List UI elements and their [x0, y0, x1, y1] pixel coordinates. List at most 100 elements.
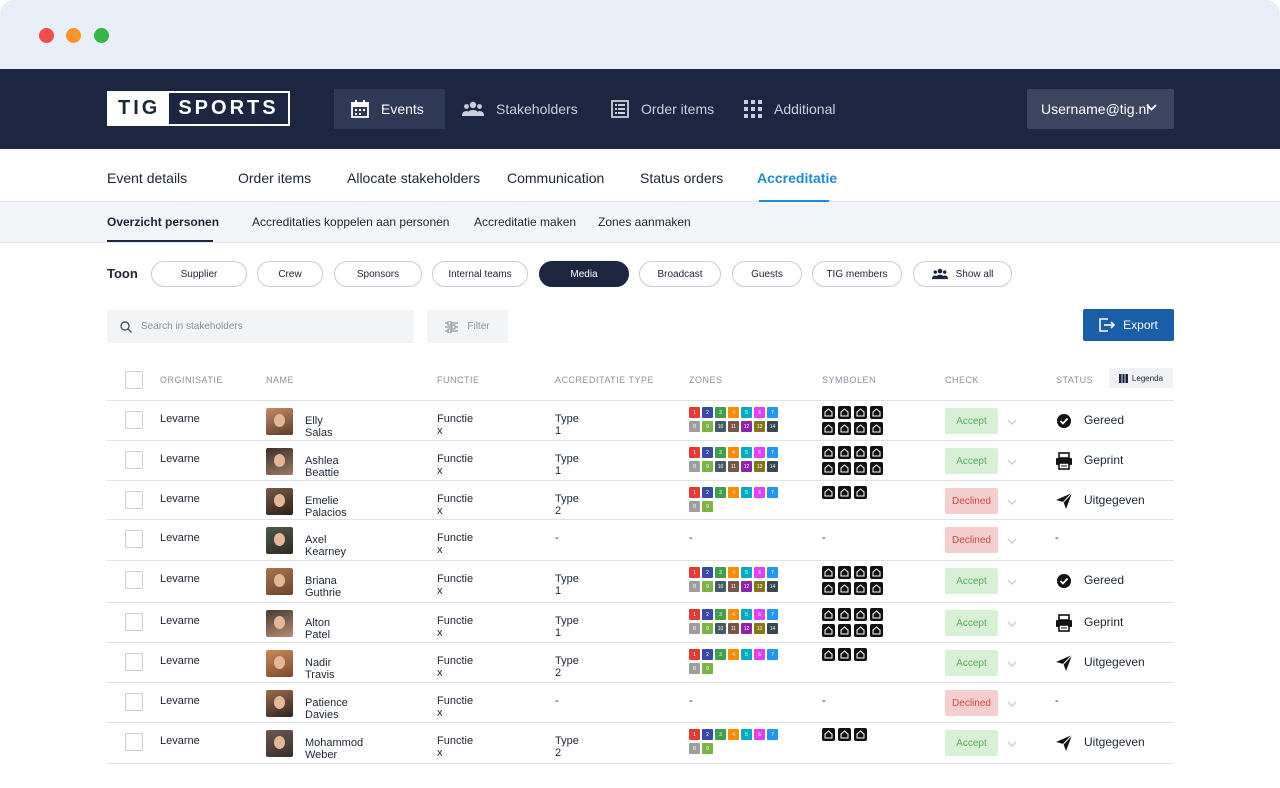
- filter-label: Toon: [107, 266, 138, 281]
- tab-accreditatie[interactable]: Accreditatie: [757, 170, 838, 186]
- declined-badge[interactable]: Declined: [945, 527, 998, 553]
- window-maximize-dot[interactable]: [94, 28, 109, 43]
- zone-badge: 2: [702, 447, 713, 458]
- top-navigation-bar: TIG SPORTS Events Stakeholders Order ite…: [0, 69, 1280, 149]
- chevron-down-icon[interactable]: [1006, 617, 1018, 635]
- declined-badge[interactable]: Declined: [945, 690, 998, 716]
- cell-functie: Functie x: [437, 735, 474, 759]
- cell-name[interactable]: Axel Kearney: [305, 534, 346, 558]
- accept-badge[interactable]: Accept: [945, 610, 998, 636]
- cell-name[interactable]: Nadir Travis: [305, 657, 335, 681]
- zone-badge: 5: [741, 487, 752, 498]
- legenda-button[interactable]: Legenda: [1109, 368, 1173, 388]
- row-checkbox[interactable]: [125, 451, 143, 469]
- filter-pill-tig-members[interactable]: TIG members: [812, 261, 902, 287]
- cell-name[interactable]: Emelie Palacios: [305, 495, 347, 519]
- nav-stakeholders-label: Stakeholders: [496, 101, 578, 117]
- cell-name[interactable]: Elly Salas: [305, 415, 333, 439]
- row-checkbox[interactable]: [125, 571, 143, 589]
- search-input[interactable]: Search in stakeholders: [107, 310, 414, 343]
- chevron-down-icon[interactable]: [1006, 534, 1018, 552]
- avatar-face: [274, 736, 285, 749]
- filter-pill-show-all[interactable]: Show all: [913, 261, 1012, 287]
- user-menu-button[interactable]: Username@tig.nl: [1027, 89, 1174, 129]
- cell-name[interactable]: Patience Davies: [305, 697, 348, 721]
- filter-pill-guests[interactable]: Guests: [732, 261, 802, 287]
- row-checkbox[interactable]: [125, 653, 143, 671]
- row-checkbox[interactable]: [125, 411, 143, 429]
- header-check[interactable]: CHECK: [945, 375, 980, 385]
- select-all-checkbox[interactable]: [125, 371, 143, 389]
- tab-communication[interactable]: Communication: [507, 170, 605, 186]
- header-name[interactable]: NAME: [266, 375, 295, 385]
- tab-status-orders[interactable]: Status orders: [640, 170, 724, 186]
- header-zones[interactable]: ZONES: [689, 375, 723, 385]
- subtab-zones-aanmaken[interactable]: Zones aanmaken: [598, 215, 691, 229]
- row-checkbox[interactable]: [125, 530, 143, 548]
- header-organisatie[interactable]: ORGINISATIE: [160, 375, 223, 385]
- subtab-overzicht-personen[interactable]: Overzicht personen: [107, 215, 220, 229]
- header-accreditatie-type[interactable]: ACCREDITATIE TYPE: [555, 375, 655, 385]
- chevron-down-icon[interactable]: [1006, 455, 1018, 473]
- filter-pill-internal-teams[interactable]: Internal teams: [432, 261, 528, 287]
- filter-pill-sponsors[interactable]: Sponsors: [334, 261, 422, 287]
- accept-badge[interactable]: Accept: [945, 448, 998, 474]
- zone-badge: 5: [741, 447, 752, 458]
- header-symbolen[interactable]: SYMBOLEN: [822, 375, 877, 385]
- row-checkbox[interactable]: [125, 693, 143, 711]
- subtab-accreditatie-maken[interactable]: Accreditatie maken: [474, 215, 577, 229]
- avatar-face: [274, 454, 285, 467]
- tab-event-details[interactable]: Event details: [107, 170, 188, 186]
- nav-order-items[interactable]: Order items: [611, 89, 714, 129]
- symbol-icon: [822, 624, 835, 637]
- chevron-down-icon[interactable]: [1006, 575, 1018, 593]
- row-divider: [107, 480, 1174, 481]
- filter-pill-media[interactable]: Media: [539, 261, 629, 287]
- row-checkbox[interactable]: [125, 491, 143, 509]
- tab-allocate-stakeholders[interactable]: Allocate stakeholders: [347, 170, 481, 186]
- cell-functie: Functie x: [437, 615, 474, 639]
- status-label: Uitgegeven: [1084, 655, 1145, 669]
- filter-pill-supplier[interactable]: Supplier: [151, 261, 247, 287]
- avatar-face: [274, 616, 285, 629]
- main-tabs: Event details Order items Allocate stake…: [0, 149, 1280, 202]
- cell-functie: Functie x: [437, 453, 474, 477]
- row-divider: [107, 440, 1174, 441]
- symbol-icon: [854, 486, 867, 499]
- subtab-accreditaties-koppelen[interactable]: Accreditaties koppelen aan personen: [252, 215, 450, 229]
- chevron-down-icon[interactable]: [1006, 697, 1018, 715]
- header-functie[interactable]: FUNCTIE: [437, 375, 480, 385]
- filter-button[interactable]: Filter: [427, 310, 508, 343]
- nav-events[interactable]: Events: [334, 89, 445, 129]
- header-status[interactable]: STATUS: [1056, 375, 1094, 385]
- nav-additional[interactable]: Additional: [744, 89, 836, 129]
- chevron-down-icon[interactable]: [1006, 737, 1018, 755]
- cell-name[interactable]: Alton Patel: [305, 617, 331, 641]
- tab-order-items[interactable]: Order items: [238, 170, 312, 186]
- declined-badge[interactable]: Declined: [945, 488, 998, 514]
- nav-stakeholders[interactable]: Stakeholders: [462, 89, 578, 129]
- row-checkbox[interactable]: [125, 733, 143, 751]
- filter-pill-crew[interactable]: Crew: [257, 261, 323, 287]
- symbol-icon: [838, 624, 851, 637]
- accept-badge[interactable]: Accept: [945, 408, 998, 434]
- zone-badge: 5: [741, 729, 752, 740]
- export-button[interactable]: Export: [1083, 309, 1174, 341]
- window-close-dot[interactable]: [39, 28, 54, 43]
- filter-pill-broadcast[interactable]: Broadcast: [639, 261, 721, 287]
- accept-badge[interactable]: Accept: [945, 568, 998, 594]
- accept-badge[interactable]: Accept: [945, 730, 998, 756]
- zone-badge: 6: [754, 649, 765, 660]
- accept-badge[interactable]: Accept: [945, 650, 998, 676]
- chevron-down-icon[interactable]: [1006, 495, 1018, 513]
- chevron-down-icon[interactable]: [1006, 415, 1018, 433]
- chevron-down-icon[interactable]: [1006, 657, 1018, 675]
- cell-name[interactable]: Mohammod Weber: [305, 737, 364, 761]
- window-minimize-dot[interactable]: [66, 28, 81, 43]
- tig-sports-logo[interactable]: TIG SPORTS: [107, 91, 290, 126]
- cell-name[interactable]: Ashlea Beattie: [305, 455, 340, 479]
- zone-badge: 3: [715, 729, 726, 740]
- symbol-icon: [870, 422, 883, 435]
- row-checkbox[interactable]: [125, 613, 143, 631]
- cell-name[interactable]: Briana Guthrie: [305, 575, 342, 599]
